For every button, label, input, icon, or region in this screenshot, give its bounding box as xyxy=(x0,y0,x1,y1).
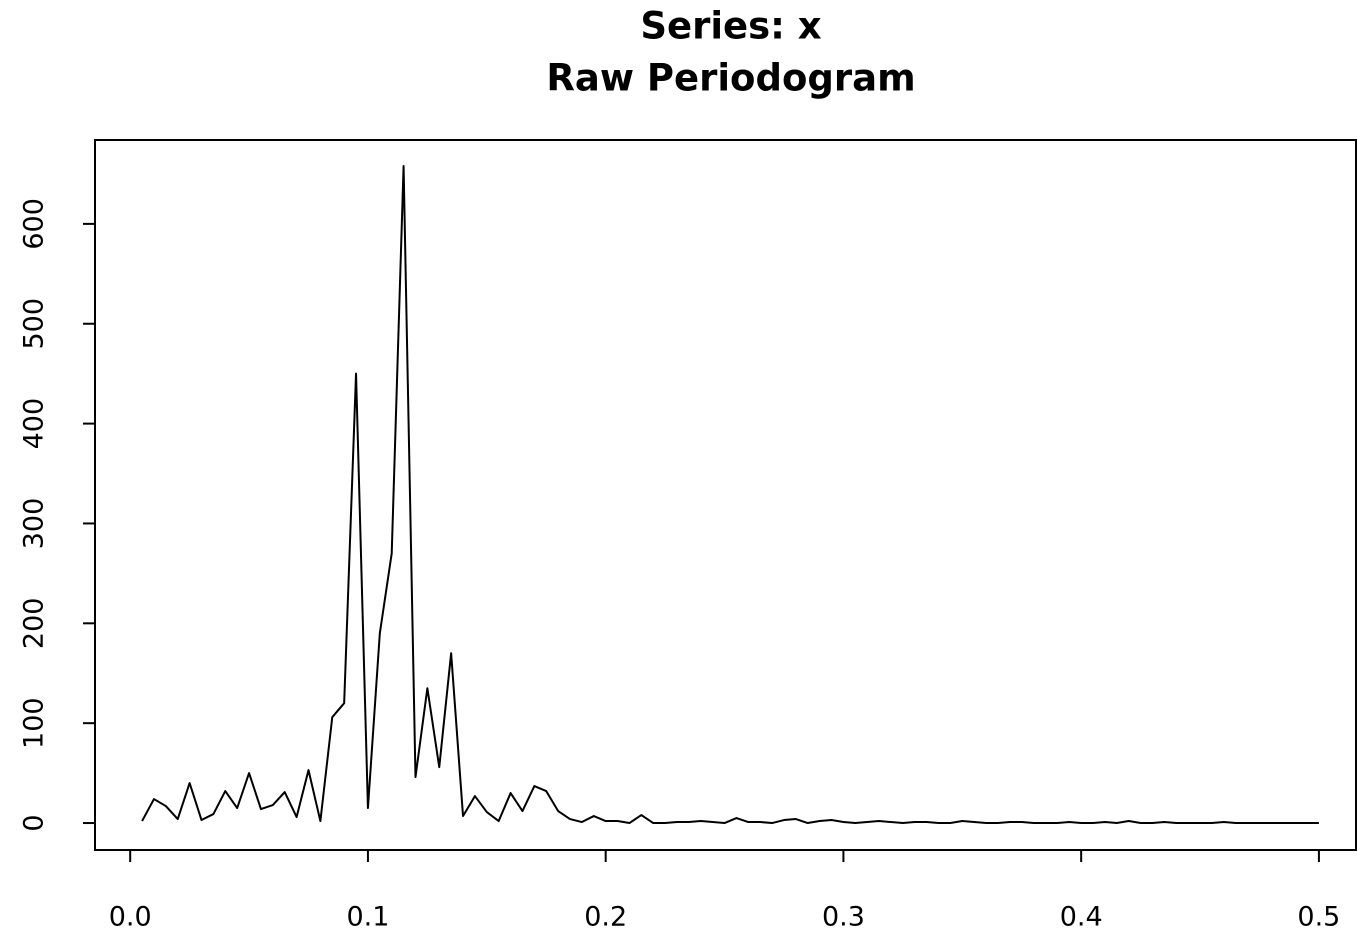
x-tick-label: 0.2 xyxy=(584,902,627,933)
x-tick-label: 0.3 xyxy=(822,902,865,933)
y-tick-label: 600 xyxy=(19,198,50,250)
x-tick-label: 0.4 xyxy=(1060,902,1103,933)
y-tick-label: 300 xyxy=(19,498,50,550)
chart-subtitle: Raw Periodogram xyxy=(546,57,915,100)
x-tick-label: 0.0 xyxy=(109,902,152,933)
y-tick-label: 200 xyxy=(19,598,50,650)
y-tick-label: 500 xyxy=(19,298,50,350)
data-line xyxy=(141,164,1319,825)
y-tick-label: 100 xyxy=(19,697,50,749)
plot-box xyxy=(94,139,1357,851)
y-tick-label: 400 xyxy=(19,398,50,450)
x-tick-label: 0.1 xyxy=(346,902,389,933)
chart-title: Series: x xyxy=(640,5,821,48)
y-tick-label: 0 xyxy=(19,814,50,831)
x-tick-label: 0.5 xyxy=(1297,902,1340,933)
